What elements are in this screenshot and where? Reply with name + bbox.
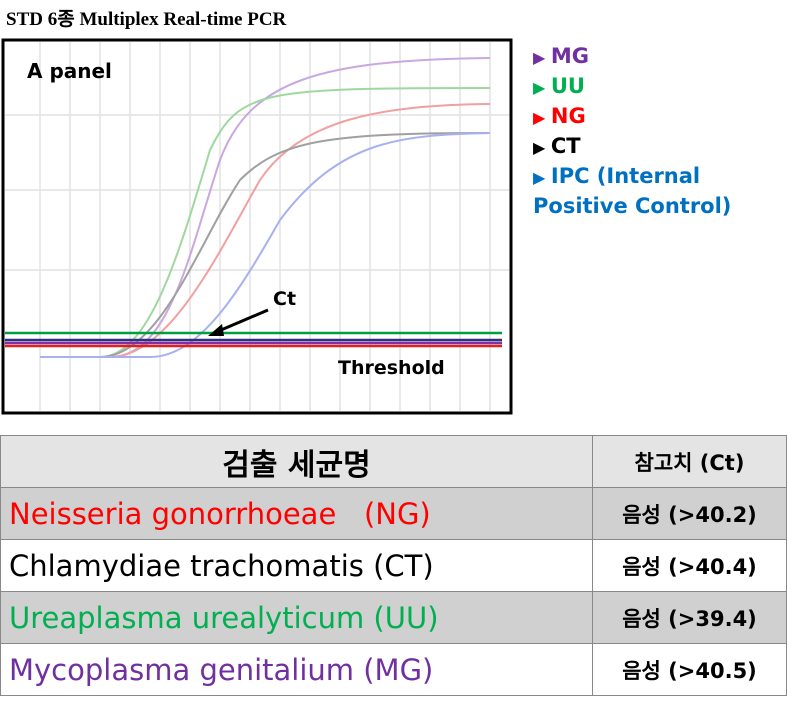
legend-marker: ▶ — [533, 78, 551, 97]
legend-entry: ▶ IPC (Internal Positive Control) — [533, 162, 783, 221]
table-cell: Ureaplasma urealyticum (UU) — [0, 591, 593, 644]
legend: ▶ MG ▶ UU ▶ NG ▶ CT ▶ IPC (Internal Positive… — [533, 42, 783, 221]
legend-label: NG — [550, 104, 586, 128]
table-cell: 음성 (>40.4) — [592, 539, 787, 592]
grid — [5, 42, 509, 411]
result-table: 검출 세균명 참고치 (Ct) Neisseria gonorrhoeae (NG)… — [0, 435, 787, 696]
header-cell: 참고치 (Ct) — [592, 435, 787, 488]
legend-marker: ▶ — [533, 168, 551, 187]
table-cell: 음성 (>40.2) — [592, 487, 787, 540]
pcr-chart: A panel Ct Threshold — [1, 38, 513, 415]
ct-arrow — [213, 308, 269, 335]
legend-label: CT — [550, 134, 581, 158]
table-row: Ureaplasma urealyticum (UU) 음성 (>39.4) — [0, 591, 787, 644]
table-row: Chlamydiae trachomatis (CT) 음성 (>40.4) — [0, 539, 787, 592]
legend-entry: ▶ CT — [533, 132, 783, 162]
header-row: 검출 세균명 참고치 (Ct) — [0, 435, 787, 488]
ct-label: Ct — [273, 288, 296, 310]
table-row: Mycoplasma genitalium (MG) 음성 (>40.5) — [0, 643, 787, 696]
title: STD 6종 Multiplex Real-time PCR — [6, 9, 287, 30]
table-row: Neisseria gonorrhoeae (NG) 음성 (>40.2) — [0, 487, 787, 540]
legend-entry: ▶ UU — [533, 72, 783, 102]
legend-label: MG — [550, 44, 590, 68]
chart-frame — [1, 38, 513, 415]
legend-entry: ▶ NG — [533, 102, 783, 132]
table-cell: 음성 (>40.5) — [592, 643, 787, 696]
table-cell: Neisseria gonorrhoeae (NG) — [0, 487, 593, 540]
legend-marker: ▶ — [533, 48, 551, 67]
legend-entry: ▶ MG — [533, 42, 783, 72]
legend-marker: ▶ — [533, 108, 551, 127]
legend-label: IPC (Internal Positive Control) — [533, 164, 732, 218]
legend-marker: ▶ — [533, 138, 551, 157]
threshold-label: Threshold — [338, 357, 445, 379]
table-cell: 음성 (>39.4) — [592, 591, 787, 644]
legend-label: UU — [550, 74, 585, 98]
panel-label: A panel — [27, 59, 112, 83]
ct-arrowhead — [208, 324, 224, 336]
table-cell: Mycoplasma genitalium (MG) — [0, 643, 593, 696]
header-cell: 검출 세균명 — [0, 435, 593, 488]
threshold-lines — [5, 331, 502, 348]
table-cell: Chlamydiae trachomatis (CT) — [0, 539, 593, 592]
